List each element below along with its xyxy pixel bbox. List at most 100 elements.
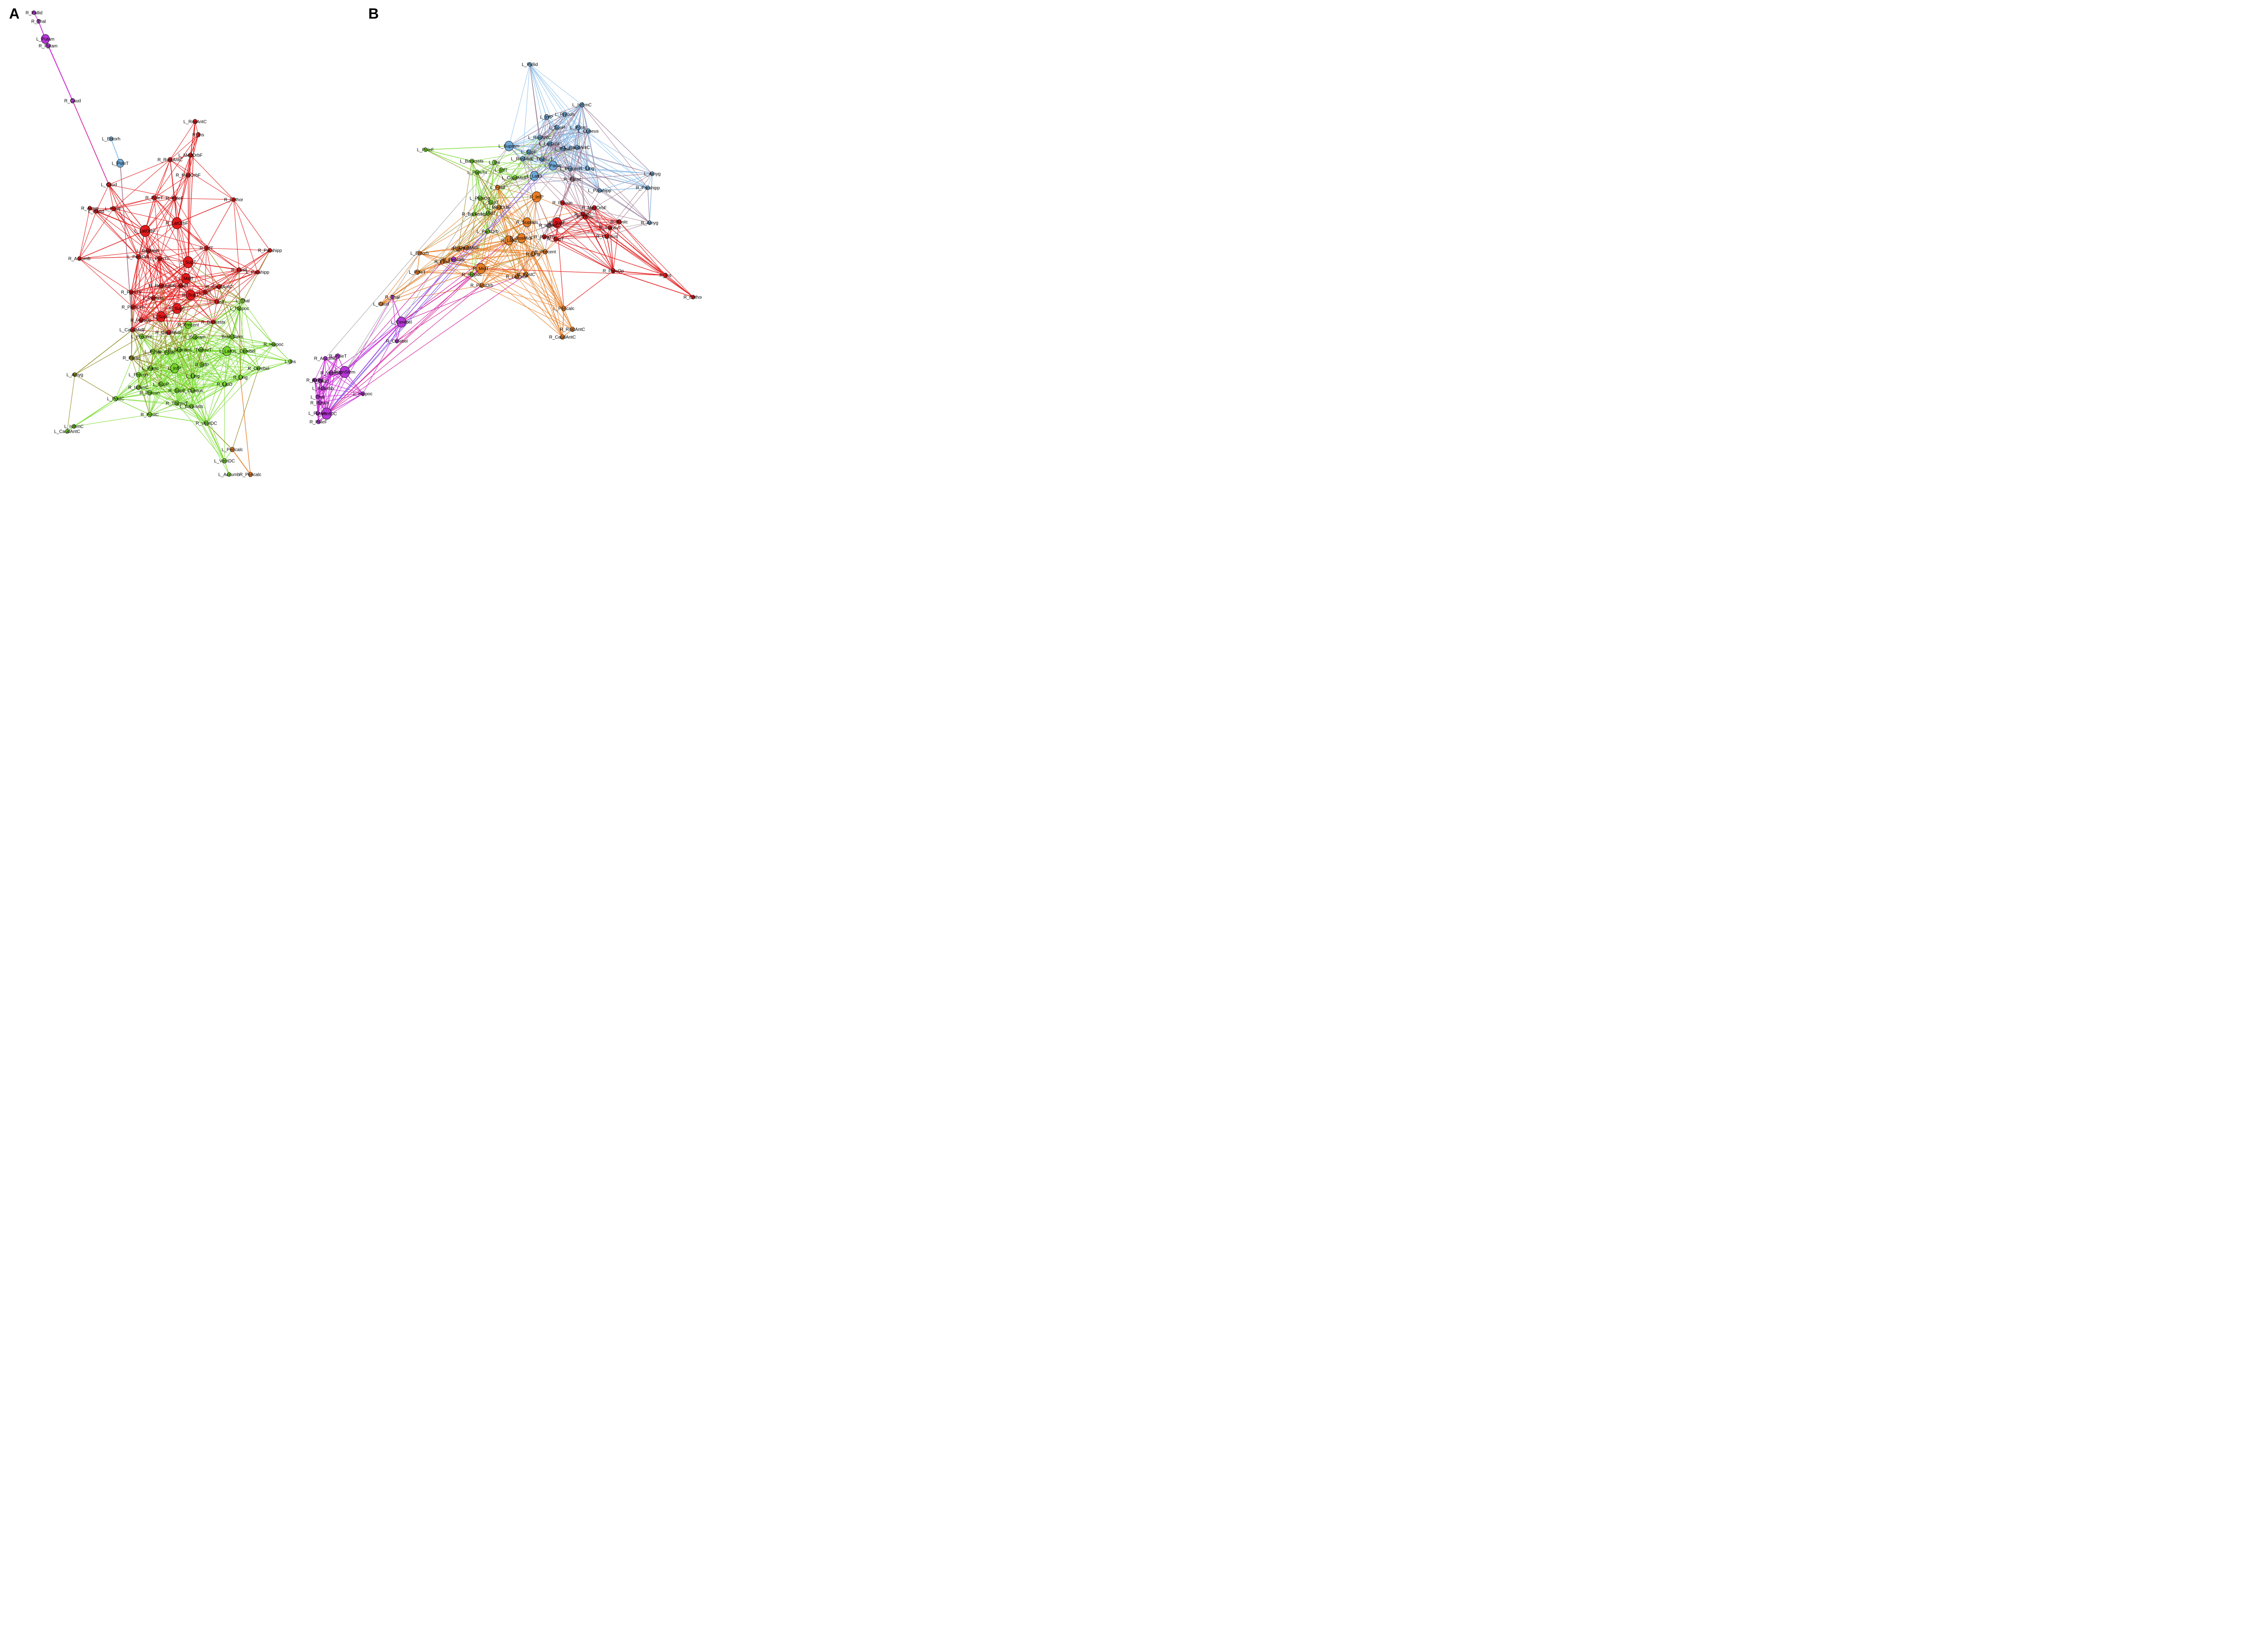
edge [552,131,589,166]
node-label-L_SupP: L_SupP [153,382,169,387]
edge [508,137,540,147]
edge [213,301,217,323]
edge [73,414,150,427]
edge [145,230,181,286]
node-label-R_Supram: R_Supram [516,220,538,225]
edge [477,158,523,173]
node-L_RosMidF [146,248,151,254]
edge [526,222,528,275]
edge [232,336,274,345]
node-label-L_MidT: L_MidT [480,211,495,216]
edge [381,272,418,304]
node-R_Precent [543,249,547,254]
edge [526,274,563,337]
edge [501,170,515,178]
edge [74,336,142,375]
edge [508,240,563,337]
node-label-L_Putam: L_Putam [308,411,327,416]
node-label-R_Accumb: R_Accumb [68,257,91,262]
edge [458,249,527,275]
node-L_VentDC [321,407,332,420]
edge [417,240,509,273]
node-R_Ins [663,273,668,278]
node-label-R_IsthmC: R_IsthmC [539,224,559,229]
node-L_Pericalc [562,306,566,311]
edge [517,238,522,277]
edge [514,168,571,178]
edge [401,276,518,323]
edge [206,423,233,450]
edge [239,269,258,273]
edge [610,173,653,228]
edge [108,159,171,185]
edge [150,368,207,424]
edge [242,300,259,369]
edge [176,403,207,424]
node-label-L_ParsTri: L_ParsTri [150,257,170,262]
node-label-L_InfP: L_InfP [168,367,181,371]
edge [213,272,258,323]
node-R_RosMidF [159,283,163,288]
node-R_VentDC [329,370,333,376]
edge [195,308,240,337]
node-label-L_Postc: L_Postc [145,350,161,355]
edge [168,332,233,337]
edge [466,222,528,248]
node-label-R_Supram: R_Supram [168,348,190,353]
edge [170,121,196,160]
node-L_Caud [379,301,383,307]
node-L_Hippoc [237,306,242,311]
edge [610,227,694,298]
node-label-L_PoleT: L_PoleT [409,270,425,275]
node-label-L_SupT: L_SupT [180,260,196,265]
edge [239,308,245,352]
node-label-L_SupT: L_SupT [483,200,499,205]
edge [572,179,620,222]
node-label-R_Parahipp: R_Parahipp [636,186,660,191]
edge [331,372,363,394]
node-L_Precun [562,112,567,117]
edge [481,222,528,286]
edge [585,216,694,298]
edge [239,269,241,378]
edge [113,208,160,259]
edge [326,371,345,414]
edge [240,351,245,378]
edge [317,372,332,414]
node-label-R_Hippoc: R_Hippoc [462,273,482,278]
edge [174,368,207,424]
node-R_IsthmC [136,385,141,390]
node-label-R_TransvT: R_TransvT [166,401,188,406]
node-label-R_Precun: R_Precun [140,391,160,396]
edge [152,308,177,352]
edge [154,197,189,263]
node-L_Entorh [417,250,422,256]
edge [200,349,241,378]
edge [546,117,564,149]
node-L_ParsOrb [136,254,141,259]
node-label-L_CaudAntC: L_CaudAntC [564,146,590,151]
node-R_Bankssts [472,211,476,217]
node-L_Parahipp [597,188,602,193]
edge [186,269,240,279]
edge [458,222,528,249]
edge [480,240,509,269]
node-label-L_MedOrbF: L_MedOrbF [178,153,202,158]
node-L_Accumb [321,386,325,391]
edge [168,332,202,365]
node-R_Supram [523,217,532,227]
edge [517,276,563,337]
edge [244,351,291,362]
node-label-L_Amyg: L_Amyg [644,172,661,177]
edge [417,207,499,273]
edge [138,256,161,286]
edge [526,274,573,330]
edge [170,159,234,200]
edge [138,364,202,375]
node-L_Ins [288,359,293,364]
edge [477,172,535,176]
node-L_SupT [489,200,493,205]
node-label-L_Pallid: L_Pallid [88,210,104,215]
node-label-R_MidT: R_MidT [473,267,489,272]
node-R_ParsOp [139,318,143,323]
